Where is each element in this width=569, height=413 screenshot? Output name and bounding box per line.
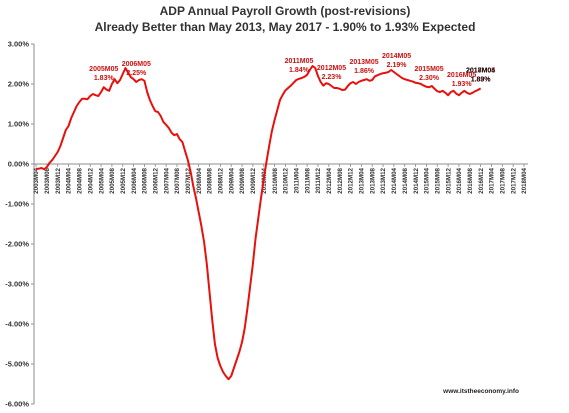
x-tick-label: 2012M04	[326, 167, 333, 193]
x-tick-label: 2014M04	[391, 167, 398, 193]
x-tick-label: 2013M12	[380, 167, 387, 193]
x-tick-label: 2006M12	[152, 167, 159, 193]
x-tick-label: 2004M08	[77, 167, 84, 193]
annotation-period: 2014M05	[382, 53, 411, 60]
y-tick-label: 0.00%	[8, 160, 30, 169]
x-tick-label: 2007M04	[163, 167, 170, 193]
annotation-value: 1.93%	[452, 81, 473, 88]
x-tick-label: 2013M04	[359, 167, 366, 193]
annotation-value: 1.83%	[471, 76, 492, 83]
x-tick-label: 2012M08	[337, 167, 344, 193]
annotation-period: 2018M04	[466, 67, 495, 74]
annotation-value: 1.84%	[289, 67, 310, 74]
x-tick-label: 2015M08	[434, 167, 441, 193]
annotation-value: 2.30%	[419, 75, 440, 82]
x-tick-label: 2014M08	[402, 167, 409, 193]
series-line	[36, 65, 482, 381]
x-tick-label: 2003M04	[33, 167, 40, 193]
series-layer	[36, 65, 482, 381]
x-tick-label: 2008M12	[218, 167, 225, 193]
x-tick-label: 2016M04	[456, 167, 463, 193]
source-label: www.itstheeconomy.info	[442, 388, 519, 395]
y-tick-label: -6.00%	[5, 400, 29, 409]
x-tick-label: 2011M08	[304, 167, 311, 193]
annotation-layer: 2005M05 1.83% 2006M05 2.25% 2011M05 1.84% 2012…	[89, 53, 495, 88]
axes: 3.00% 2.00% 1.00% 0.00% -1.00% -2.00% -3.00% -4…	[5, 40, 528, 409]
x-tick-label: 2009M08	[239, 167, 246, 193]
x-tick-label: 2009M12	[250, 167, 257, 193]
x-tick-label: 2017M04	[489, 167, 496, 193]
x-tick-label: 2016M12	[478, 167, 485, 193]
x-tick-label: 2013M08	[369, 167, 376, 193]
annotation-period: 2005M05	[89, 66, 118, 73]
y-tick-label: -1.00%	[5, 200, 29, 209]
x-tick-label: 2018M04	[521, 167, 528, 193]
x-tick-label: 2005M08	[109, 167, 116, 193]
x-tick-label: 2006M08	[142, 167, 149, 193]
x-tick-label: 2005M04	[98, 167, 105, 193]
annotation-value: 2.19%	[387, 62, 408, 69]
x-tick-label: 2008M08	[207, 167, 214, 193]
x-tick-label: 2011M12	[315, 167, 322, 193]
annotation-period: 2012M05	[317, 65, 346, 72]
x-tick-label: 2004M12	[87, 167, 94, 193]
x-tick-label: 2008M04	[196, 167, 203, 193]
x-tick-label: 2004M04	[66, 167, 73, 193]
x-tick-label: 2015M12	[445, 167, 452, 193]
annotation-period: 2013M05	[349, 59, 378, 66]
x-tick-label: 2007M12	[185, 167, 192, 193]
y-tick-label: 2.00%	[8, 80, 30, 89]
x-tick-label: 2006M04	[131, 167, 138, 193]
y-tick-label: -5.00%	[5, 360, 29, 369]
annotation-value: 1.86%	[354, 68, 375, 75]
y-tick-label: -3.00%	[5, 280, 29, 289]
chart-title: ADP Annual Payroll Growth (post-revision…	[160, 4, 411, 18]
x-tick-label: 2015M04	[424, 167, 431, 193]
x-tick-label: 2007M08	[174, 167, 181, 193]
x-tick-label: 2009M04	[228, 167, 235, 193]
y-tick-label: -4.00%	[5, 320, 29, 329]
annotation-period: 2015M05	[415, 66, 444, 73]
x-tick-label: 2003M12	[55, 167, 62, 193]
x-tick-label: 2005M12	[120, 167, 127, 193]
annotation-period: 2017M05	[466, 67, 495, 74]
x-tick-label: 2012M12	[348, 167, 355, 193]
annotation-period: 2011M05	[285, 58, 314, 65]
x-tick-label: 2003M08	[44, 167, 51, 193]
y-tick-label: -2.00%	[5, 240, 29, 249]
annotation-value: 2.25%	[126, 70, 147, 77]
y-tick-label: 3.00%	[8, 40, 30, 49]
x-tick-label: 2010M12	[283, 167, 290, 193]
annotation-value: 2.23%	[322, 74, 343, 81]
annotation-value: 1.83%	[94, 75, 115, 82]
x-tick-label: 2016M08	[467, 167, 474, 193]
x-tick-label: 2017M12	[510, 167, 517, 193]
annotation-value: 1.89%	[471, 76, 492, 83]
x-tick-label: 2014M12	[413, 167, 420, 193]
x-tick-label: 2010M08	[272, 167, 279, 193]
annotation-period: 2016M05	[447, 72, 476, 79]
annotation-period: 2006M05	[122, 61, 151, 68]
x-tick-label: 2017M08	[500, 167, 507, 193]
y-tick-label: 1.00%	[8, 120, 30, 129]
x-tick-label: 2011M04	[293, 167, 300, 193]
chart-subtitle: Already Better than May 2013, May 2017 -…	[95, 20, 476, 34]
